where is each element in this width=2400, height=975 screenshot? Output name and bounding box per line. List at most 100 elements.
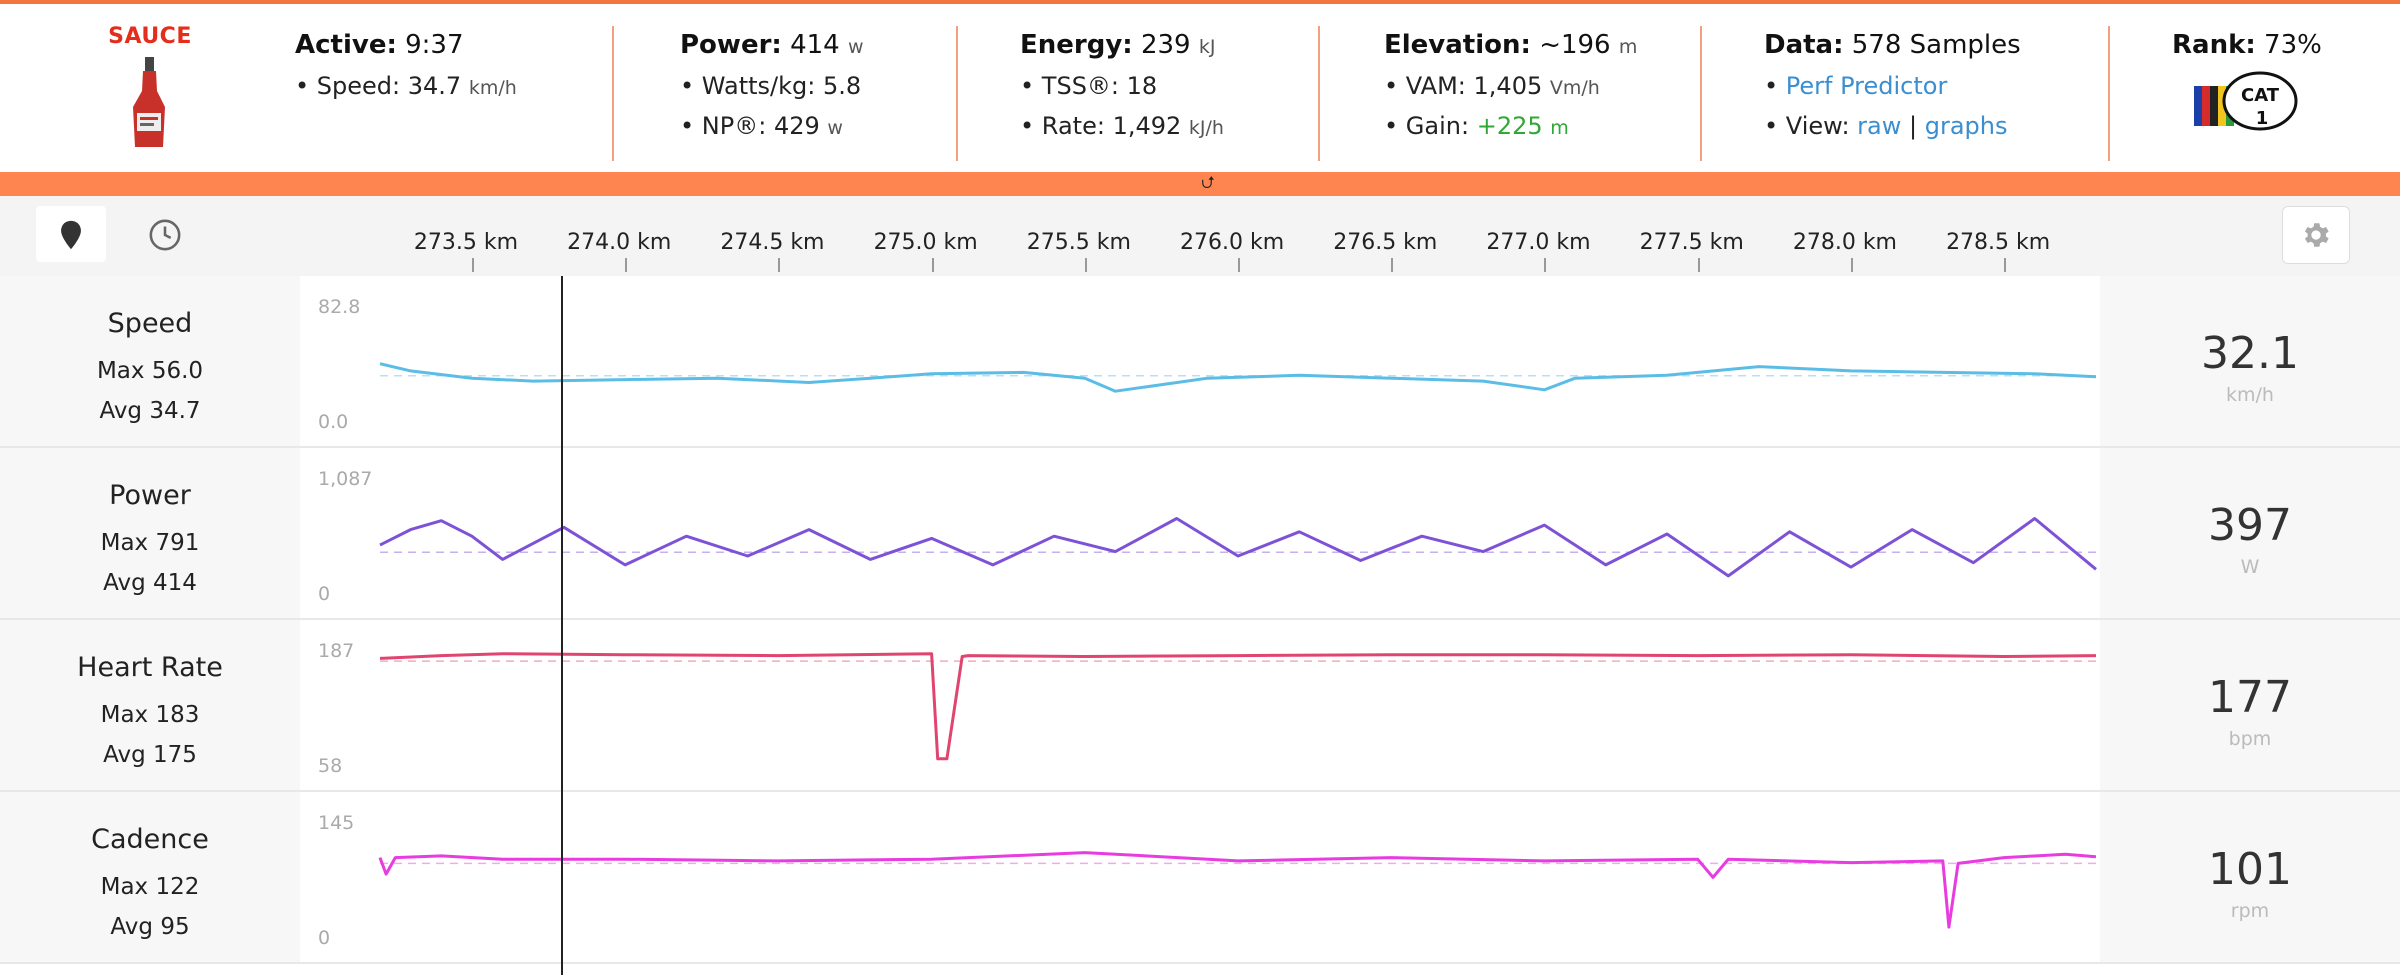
separator [1318,26,1320,161]
heart-rate-current: 177 bpm [2100,620,2400,790]
separator [956,26,958,161]
energy-label: Energy: [1020,30,1133,60]
x-tick-mark [1544,258,1547,272]
speed-label: Speed: [316,72,401,100]
power-value: 414 [790,30,840,60]
power-row-label: Power Max 791 Avg 414 [0,448,300,618]
gear-icon [2304,223,2329,247]
x-tick-mark [931,258,934,272]
x-tick-mark [625,258,628,272]
x-tick-label: 276.0 km [1180,230,1285,255]
elevation-label: Elevation: [1384,30,1531,60]
current-unit: W [2240,556,2260,578]
series-avg: Avg 414 [103,570,197,596]
series-max: Max 56.0 [96,358,204,384]
row-divider [0,618,2400,620]
y-max-label: 187 [318,640,355,662]
wkg-label: Watts/kg: [701,72,816,100]
current-value: 32.1 [2201,328,2299,379]
power-stat: Power: 414 w • Watts/kg: 5.8 • NP®: 429 … [680,30,864,140]
speed-row: Speed Max 56.0 Avg 34.7 82.8 0.0 32.1 km… [0,276,2400,448]
y-max-label: 1,087 [318,468,373,490]
vam-value: 1,405 [1473,72,1543,100]
x-tick-mark [1697,258,1700,272]
energy-value: 239 [1140,30,1191,60]
cadence-row: Cadence Max 122 Avg 95 145 0 101 rpm [0,792,2400,964]
gain-value: +225 [1476,112,1543,140]
settings-button[interactable] [2282,206,2350,264]
view-separator: | [1909,112,1918,140]
data-label: Data: [1764,30,1844,60]
cadence-series-line [378,851,2097,929]
separator [612,26,614,161]
rank-badge-text: CAT [2241,85,2280,106]
view-label: View: [1785,112,1850,140]
x-tick-mark [1238,258,1240,272]
sauce-bottle-icon [133,57,165,147]
row-divider [0,962,2400,964]
chart-toolbar [0,196,2400,276]
x-tick-label: 277.5 km [1639,230,1744,255]
series-max: Max 183 [100,702,200,728]
np-label: NP®: [701,112,767,140]
clock-button[interactable] [130,206,200,262]
brand-name: SAUCE [108,24,192,49]
power-row: Power Max 791 Avg 414 1,087 0 397 W [0,448,2400,620]
energy-stat: Energy: 239 kJ • TSS®: 18 • Rate: 1,492 … [1020,30,1224,140]
elevation-value: ~196 [1539,30,1611,60]
rank-stat: Rank: 73% CAT 1 [2172,30,2322,142]
x-tick-mark [1084,258,1087,272]
vam-label: VAM: [1405,72,1466,100]
map-pin-button[interactable] [36,206,106,262]
x-tick-label: 274.5 km [720,230,825,255]
y-min-label: 0.0 [318,411,349,433]
y-max-label: 82.8 [318,296,361,318]
gain-label: Gain: [1405,112,1470,140]
active-label: Active: [295,30,397,60]
gain-unit: m [1550,117,1569,139]
stats-header: SAUCE Active: 9:37 • Speed: 34.7 km/h Po… [0,0,2400,172]
power-unit: w [847,36,864,58]
tss-value: 18 [1126,72,1158,100]
np-value: 429 [773,112,820,140]
x-tick-label: 278.5 km [1946,230,2051,255]
active-stat: Active: 9:37 • Speed: 34.7 km/h [295,30,517,100]
current-value: 397 [2208,500,2292,551]
cursor-line[interactable] [561,276,563,975]
series-name: Speed [107,308,193,339]
rate-unit: kJ/h [1188,117,1224,139]
separator [1700,26,1702,161]
energy-unit: kJ [1198,36,1216,58]
collapse-bar[interactable] [0,172,2400,196]
elevation-stat: Elevation: ~196 m • VAM: 1,405 Vm/h • Ga… [1384,30,1638,140]
rank-badge-icon[interactable]: CAT 1 [2192,68,2302,138]
view-graphs-link[interactable]: graphs [1924,112,2008,140]
np-unit: w [827,117,843,139]
x-tick-label: 275.0 km [873,230,978,255]
view-raw-link[interactable]: raw [1857,112,1902,140]
x-tick-mark [778,258,781,272]
x-tick-mark [2004,258,2007,272]
x-tick-label: 275.5 km [1026,230,1131,255]
tss-label: TSS®: [1041,72,1120,100]
collapse-chevron-icon[interactable]: ⮍ [1201,173,1215,193]
rate-value: 1,492 [1112,112,1182,140]
x-tick-label: 273.5 km [413,230,519,255]
x-tick-mark [471,258,474,272]
heart-rate-row: Heart Rate Max 183 Avg 175 187 58 177 bp… [0,620,2400,792]
x-tick-mark [1850,258,1853,272]
power-current: 397 W [2100,448,2400,618]
series-avg: Avg 34.7 [99,398,201,424]
sauce-logo[interactable]: SAUCE [90,24,210,155]
speed-unit: km/h [468,77,517,99]
series-max: Max 791 [100,530,200,556]
clock-icon [149,219,181,251]
rank-label: Rank: [2172,30,2256,60]
perf-predictor-link[interactable]: Perf Predictor [1785,72,1948,100]
series-avg: Avg 175 [103,742,197,768]
data-stat: Data: 578 Samples • Perf Predictor • Vie… [1764,30,2021,140]
power-series-line [379,517,2097,578]
rate-label: Rate: [1041,112,1105,140]
y-min-label: 0 [318,927,331,949]
